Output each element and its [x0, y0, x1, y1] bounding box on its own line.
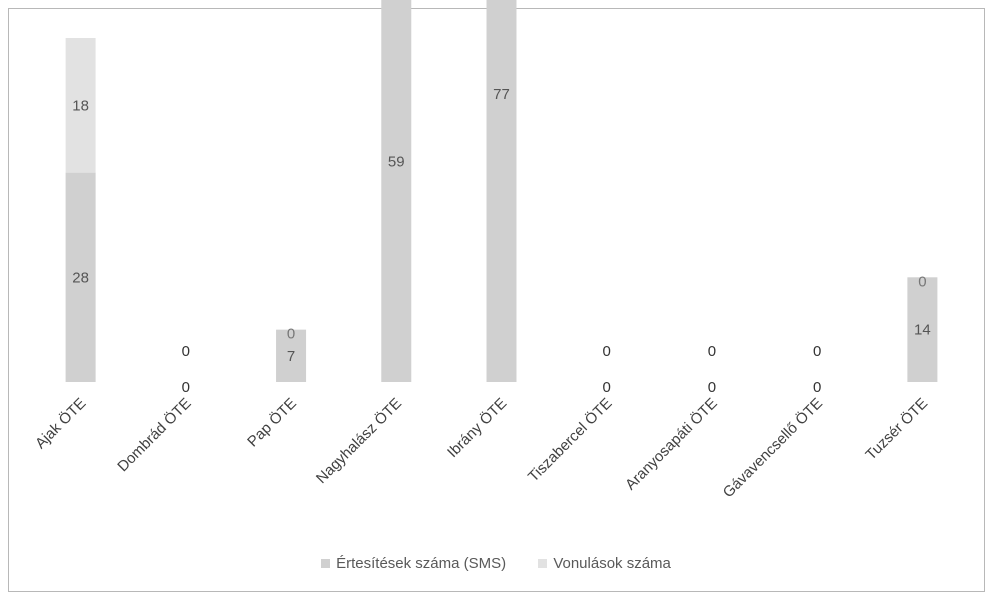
data-label-vonulasok: 0 [918, 273, 926, 290]
legend-swatch-vonulasok [538, 559, 548, 568]
data-label-vonulasok: 0 [603, 343, 611, 360]
legend: Értesítések száma (SMS) Vonulások száma [0, 555, 992, 572]
legend-swatch-sms [321, 559, 331, 568]
legend-item-sms: Értesítések száma (SMS) [321, 555, 506, 572]
data-label-vonulasok: 0 [287, 326, 295, 343]
data-label-vonulasok: 0 [182, 343, 190, 360]
data-label-sms: 0 [813, 379, 821, 396]
bar-sms [907, 277, 938, 382]
x-tick-label: Pap ÖTE [244, 394, 300, 450]
bar-vonulasok [65, 38, 96, 173]
legend-label-vonulasok: Vonulások száma [553, 555, 671, 572]
legend-item-vonulasok: Vonulások száma [538, 555, 671, 572]
bar-sms [381, 0, 412, 383]
legend-label-sms: Értesítések száma (SMS) [336, 555, 507, 572]
data-label-sms: 0 [708, 379, 716, 396]
data-label-vonulasok: 0 [708, 343, 716, 360]
x-tick-label: Dombrád ÖTE [114, 394, 195, 475]
data-label-sms: 0 [182, 379, 190, 396]
x-tick-label: Gávavencsellő ÖTE [719, 394, 826, 501]
data-label-sms: 7 [287, 348, 295, 365]
bar-sms [65, 172, 96, 382]
bar-sms [486, 0, 517, 383]
data-label-vonulasok: 0 [813, 343, 821, 360]
data-label-sms: 14 [914, 322, 931, 339]
data-label-sms: 0 [603, 379, 611, 396]
data-label-sms: 77 [493, 86, 510, 103]
bar-sms [276, 329, 307, 382]
x-tick-label: Ibrány ÖTE [443, 394, 510, 461]
x-tick-label: Tiszabercel ÖTE [524, 394, 615, 485]
x-tick-label: Ajak ÖTE [31, 394, 89, 452]
data-label-sms: 28 [72, 269, 89, 286]
data-label-vonulasok: 18 [72, 97, 89, 114]
data-label-sms: 59 [388, 153, 405, 170]
x-tick-label: Tuzsér ÖTE [862, 394, 932, 464]
x-tick-label: Aranyosapáti ÖTE [621, 394, 720, 493]
x-tick-label: Nagyhalász ÖTE [312, 394, 405, 487]
